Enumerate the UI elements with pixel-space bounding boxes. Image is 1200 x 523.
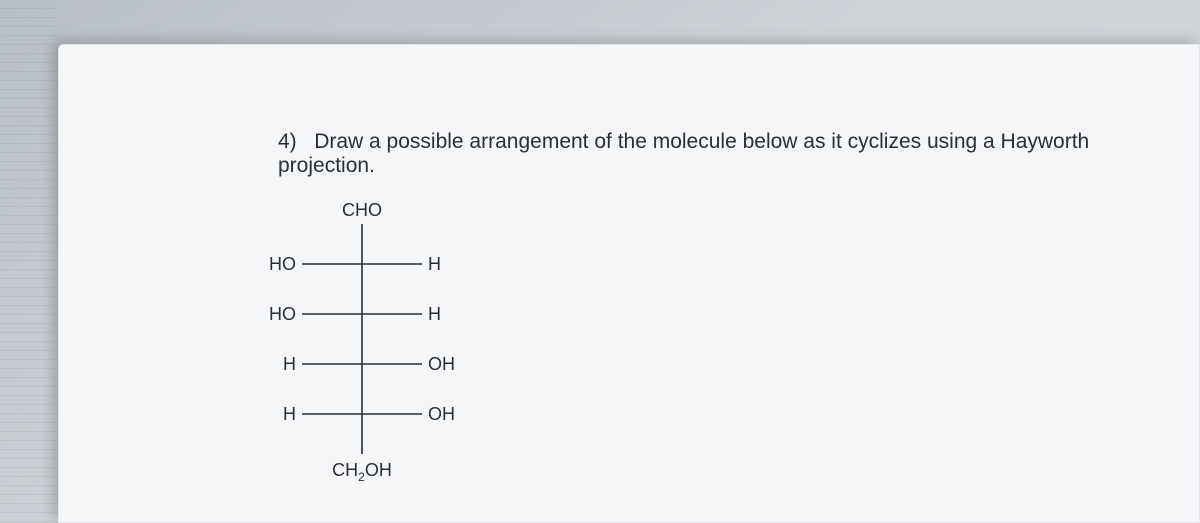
fischer-row: H OH — [283, 404, 455, 424]
question-text: Draw a possible arrangement of the molec… — [278, 130, 1089, 177]
page-surface: 4) Draw a possible arrangement of the mo… — [58, 44, 1200, 523]
row-left-label: HO — [269, 304, 296, 324]
question-line: 4) Draw a possible arrangement of the mo… — [278, 130, 1190, 178]
fischer-projection: CHO CH2OH HOHHOHHOHHOH — [232, 194, 492, 494]
top-label: CHO — [342, 200, 382, 220]
bottom-prefix: CH — [332, 460, 358, 480]
row-left-label: H — [283, 404, 296, 424]
row-left-label: HO — [269, 254, 296, 274]
photo-viewport: 4) Draw a possible arrangement of the mo… — [0, 0, 1200, 523]
fischer-row: H OH — [283, 354, 455, 374]
row-right-label: OH — [428, 404, 455, 424]
bottom-suffix: OH — [365, 460, 392, 480]
row-left-label: H — [283, 354, 296, 374]
question-number: 4) — [278, 130, 297, 153]
row-right-label: H — [428, 254, 441, 274]
fischer-row: HO H — [269, 254, 441, 274]
notebook-binding — [0, 0, 58, 523]
row-right-label: H — [428, 304, 441, 324]
bottom-label: CH2OH — [332, 460, 392, 484]
row-right-label: OH — [428, 354, 455, 374]
fischer-row: HO H — [269, 304, 441, 324]
fischer-svg: CHO CH2OH HOHHOHHOHHOH — [232, 194, 492, 494]
